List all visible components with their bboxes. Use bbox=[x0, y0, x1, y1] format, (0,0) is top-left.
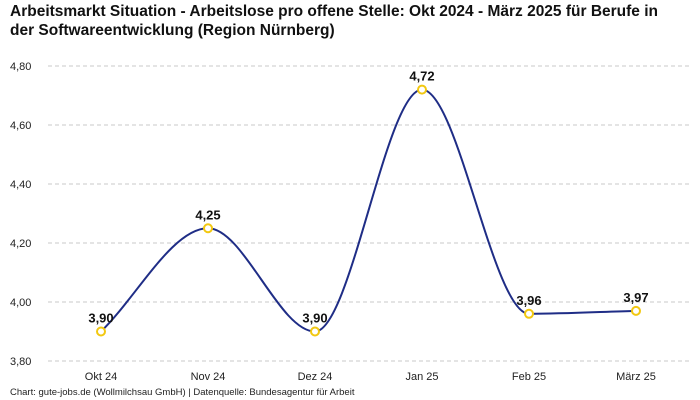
x-tick-label: März 25 bbox=[616, 371, 656, 383]
x-tick-label: Okt 24 bbox=[85, 371, 117, 383]
y-axis-ticks: 3,80 4,00 4,20 4,40 4,60 4,80 bbox=[10, 61, 31, 368]
gridlines bbox=[48, 65, 690, 362]
data-point bbox=[96, 326, 106, 337]
y-tick-label: 4,20 bbox=[10, 238, 31, 250]
x-tick-label: Nov 24 bbox=[191, 371, 226, 383]
data-point bbox=[631, 305, 641, 316]
data-point bbox=[417, 84, 427, 95]
x-tick-label: Dez 24 bbox=[298, 371, 333, 383]
series-line bbox=[100, 88, 637, 333]
data-point bbox=[310, 326, 320, 337]
data-label: 3,90 bbox=[88, 311, 113, 326]
y-tick-label: 4,00 bbox=[10, 297, 31, 309]
chart-title: Arbeitsmarkt Situation - Arbeitslose pro… bbox=[10, 3, 659, 39]
data-point bbox=[203, 223, 213, 234]
x-tick-label: Feb 25 bbox=[512, 371, 546, 383]
data-labels: 3,90 4,25 3,90 4,72 3,96 3,97 bbox=[88, 69, 648, 326]
data-label: 4,72 bbox=[409, 69, 434, 84]
y-tick-label: 4,80 bbox=[10, 61, 31, 73]
y-tick-label: 4,40 bbox=[10, 179, 31, 191]
data-label: 4,25 bbox=[195, 207, 220, 222]
data-label: 3,97 bbox=[623, 290, 648, 305]
data-label: 3,96 bbox=[516, 293, 541, 308]
y-tick-label: 4,60 bbox=[10, 120, 31, 132]
x-tick-label: Jan 25 bbox=[405, 371, 438, 383]
data-label: 3,90 bbox=[302, 311, 327, 326]
data-points bbox=[96, 84, 641, 337]
chart-source: Chart: gute-jobs.de (Wollmilchsau GmbH) … bbox=[10, 387, 355, 398]
y-tick-label: 3,80 bbox=[10, 356, 31, 368]
data-point bbox=[524, 308, 534, 319]
x-axis-ticks: Okt 24 Nov 24 Dez 24 Jan 25 Feb 25 März 25 bbox=[85, 371, 656, 383]
